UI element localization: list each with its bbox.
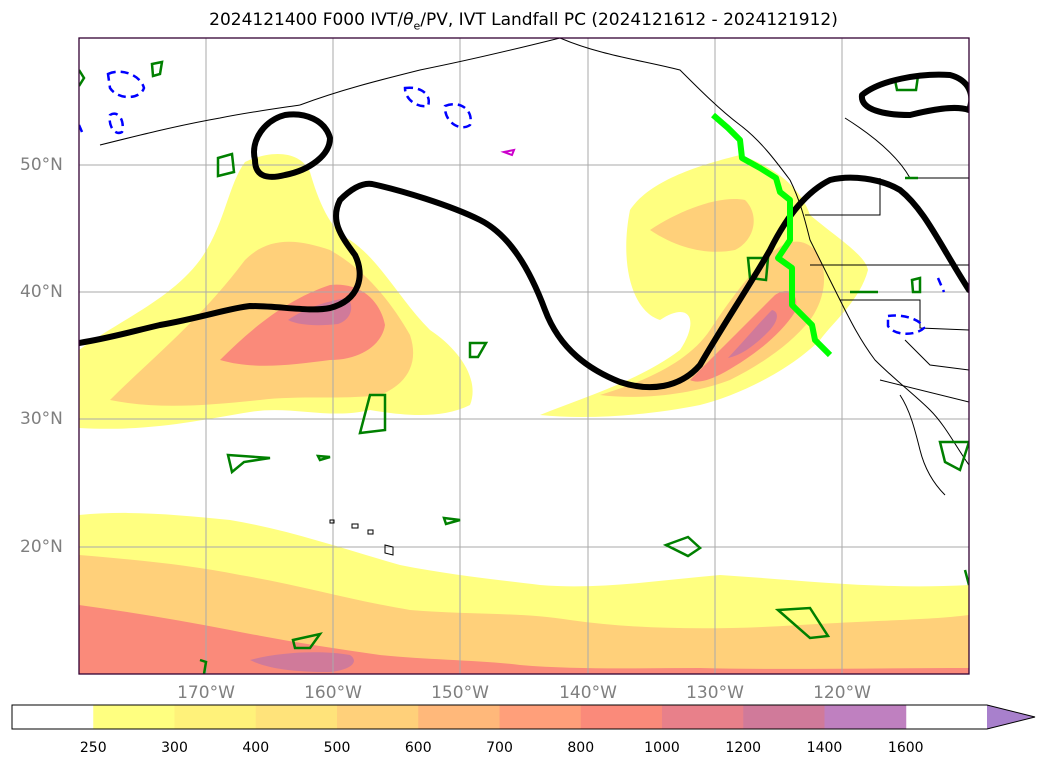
- pv-magenta-contour: [500, 148, 516, 157]
- lat-label-30n: 30°N: [20, 409, 63, 429]
- colorbar-tick-label: 600: [404, 740, 432, 756]
- map-gridlines: [79, 38, 969, 674]
- colorbar-tick-label: 400: [242, 740, 270, 756]
- lat-label-20n: 20°N: [20, 537, 63, 557]
- map-plot: [78, 37, 970, 675]
- colorbar-cell: [337, 705, 419, 729]
- map-frame: [78, 37, 970, 675]
- ivt-tropical-band: [79, 512, 969, 674]
- colorbar-cell: [824, 705, 907, 729]
- colorbar-tick-label: 1000: [644, 740, 680, 756]
- colorbar-extend-arrow: [987, 705, 1035, 729]
- colorbar-cell: [255, 705, 338, 729]
- colorbar-cell: [174, 705, 257, 729]
- pv-negative-contours: [79, 70, 946, 335]
- theta-e-contours: [79, 71, 969, 391]
- lon-label-130w: 130°W: [686, 683, 744, 703]
- colorbar-cell: [418, 705, 500, 729]
- lat-label-50n: 50°N: [20, 155, 63, 175]
- colorbar: [11, 704, 1036, 730]
- lon-label-150w: 150°W: [431, 683, 489, 703]
- colorbar-tick-label: 300: [161, 740, 188, 756]
- hawaiian-islands: [329, 519, 394, 556]
- colorbar-cell: [12, 705, 94, 729]
- lon-label-170w: 170°W: [177, 683, 235, 703]
- colorbar-tick-label: 800: [567, 740, 595, 756]
- colorbar-cell: [499, 705, 582, 729]
- colorbar-cell: [93, 705, 175, 729]
- colorbar-cell: [662, 705, 744, 729]
- colorbar-tick-label: 700: [486, 740, 513, 756]
- colorbar-tick-label: 500: [323, 740, 351, 756]
- colorbar-tick-label: 1400: [806, 740, 843, 756]
- coastline-north-america: [99, 38, 969, 496]
- lon-label-160w: 160°W: [304, 683, 362, 703]
- colorbar-tick-label: 1600: [887, 740, 924, 756]
- lon-label-120w: 120°W: [813, 683, 871, 703]
- lon-label-140w: 140°W: [559, 683, 617, 703]
- map-title: 2024121400 F000 IVT/θe/PV, IVT Landfall …: [209, 10, 838, 33]
- pv-positive-contours: [79, 60, 969, 674]
- colorbar-cell: [580, 705, 663, 729]
- colorbar-cell: [743, 705, 825, 729]
- colorbar-tick-label: 250: [79, 740, 107, 756]
- ivt-landfall-line: [711, 112, 833, 358]
- lat-label-40n: 40°N: [20, 282, 63, 302]
- colorbar-tick-label: 1200: [725, 740, 762, 756]
- colorbar-outline: [11, 704, 1036, 730]
